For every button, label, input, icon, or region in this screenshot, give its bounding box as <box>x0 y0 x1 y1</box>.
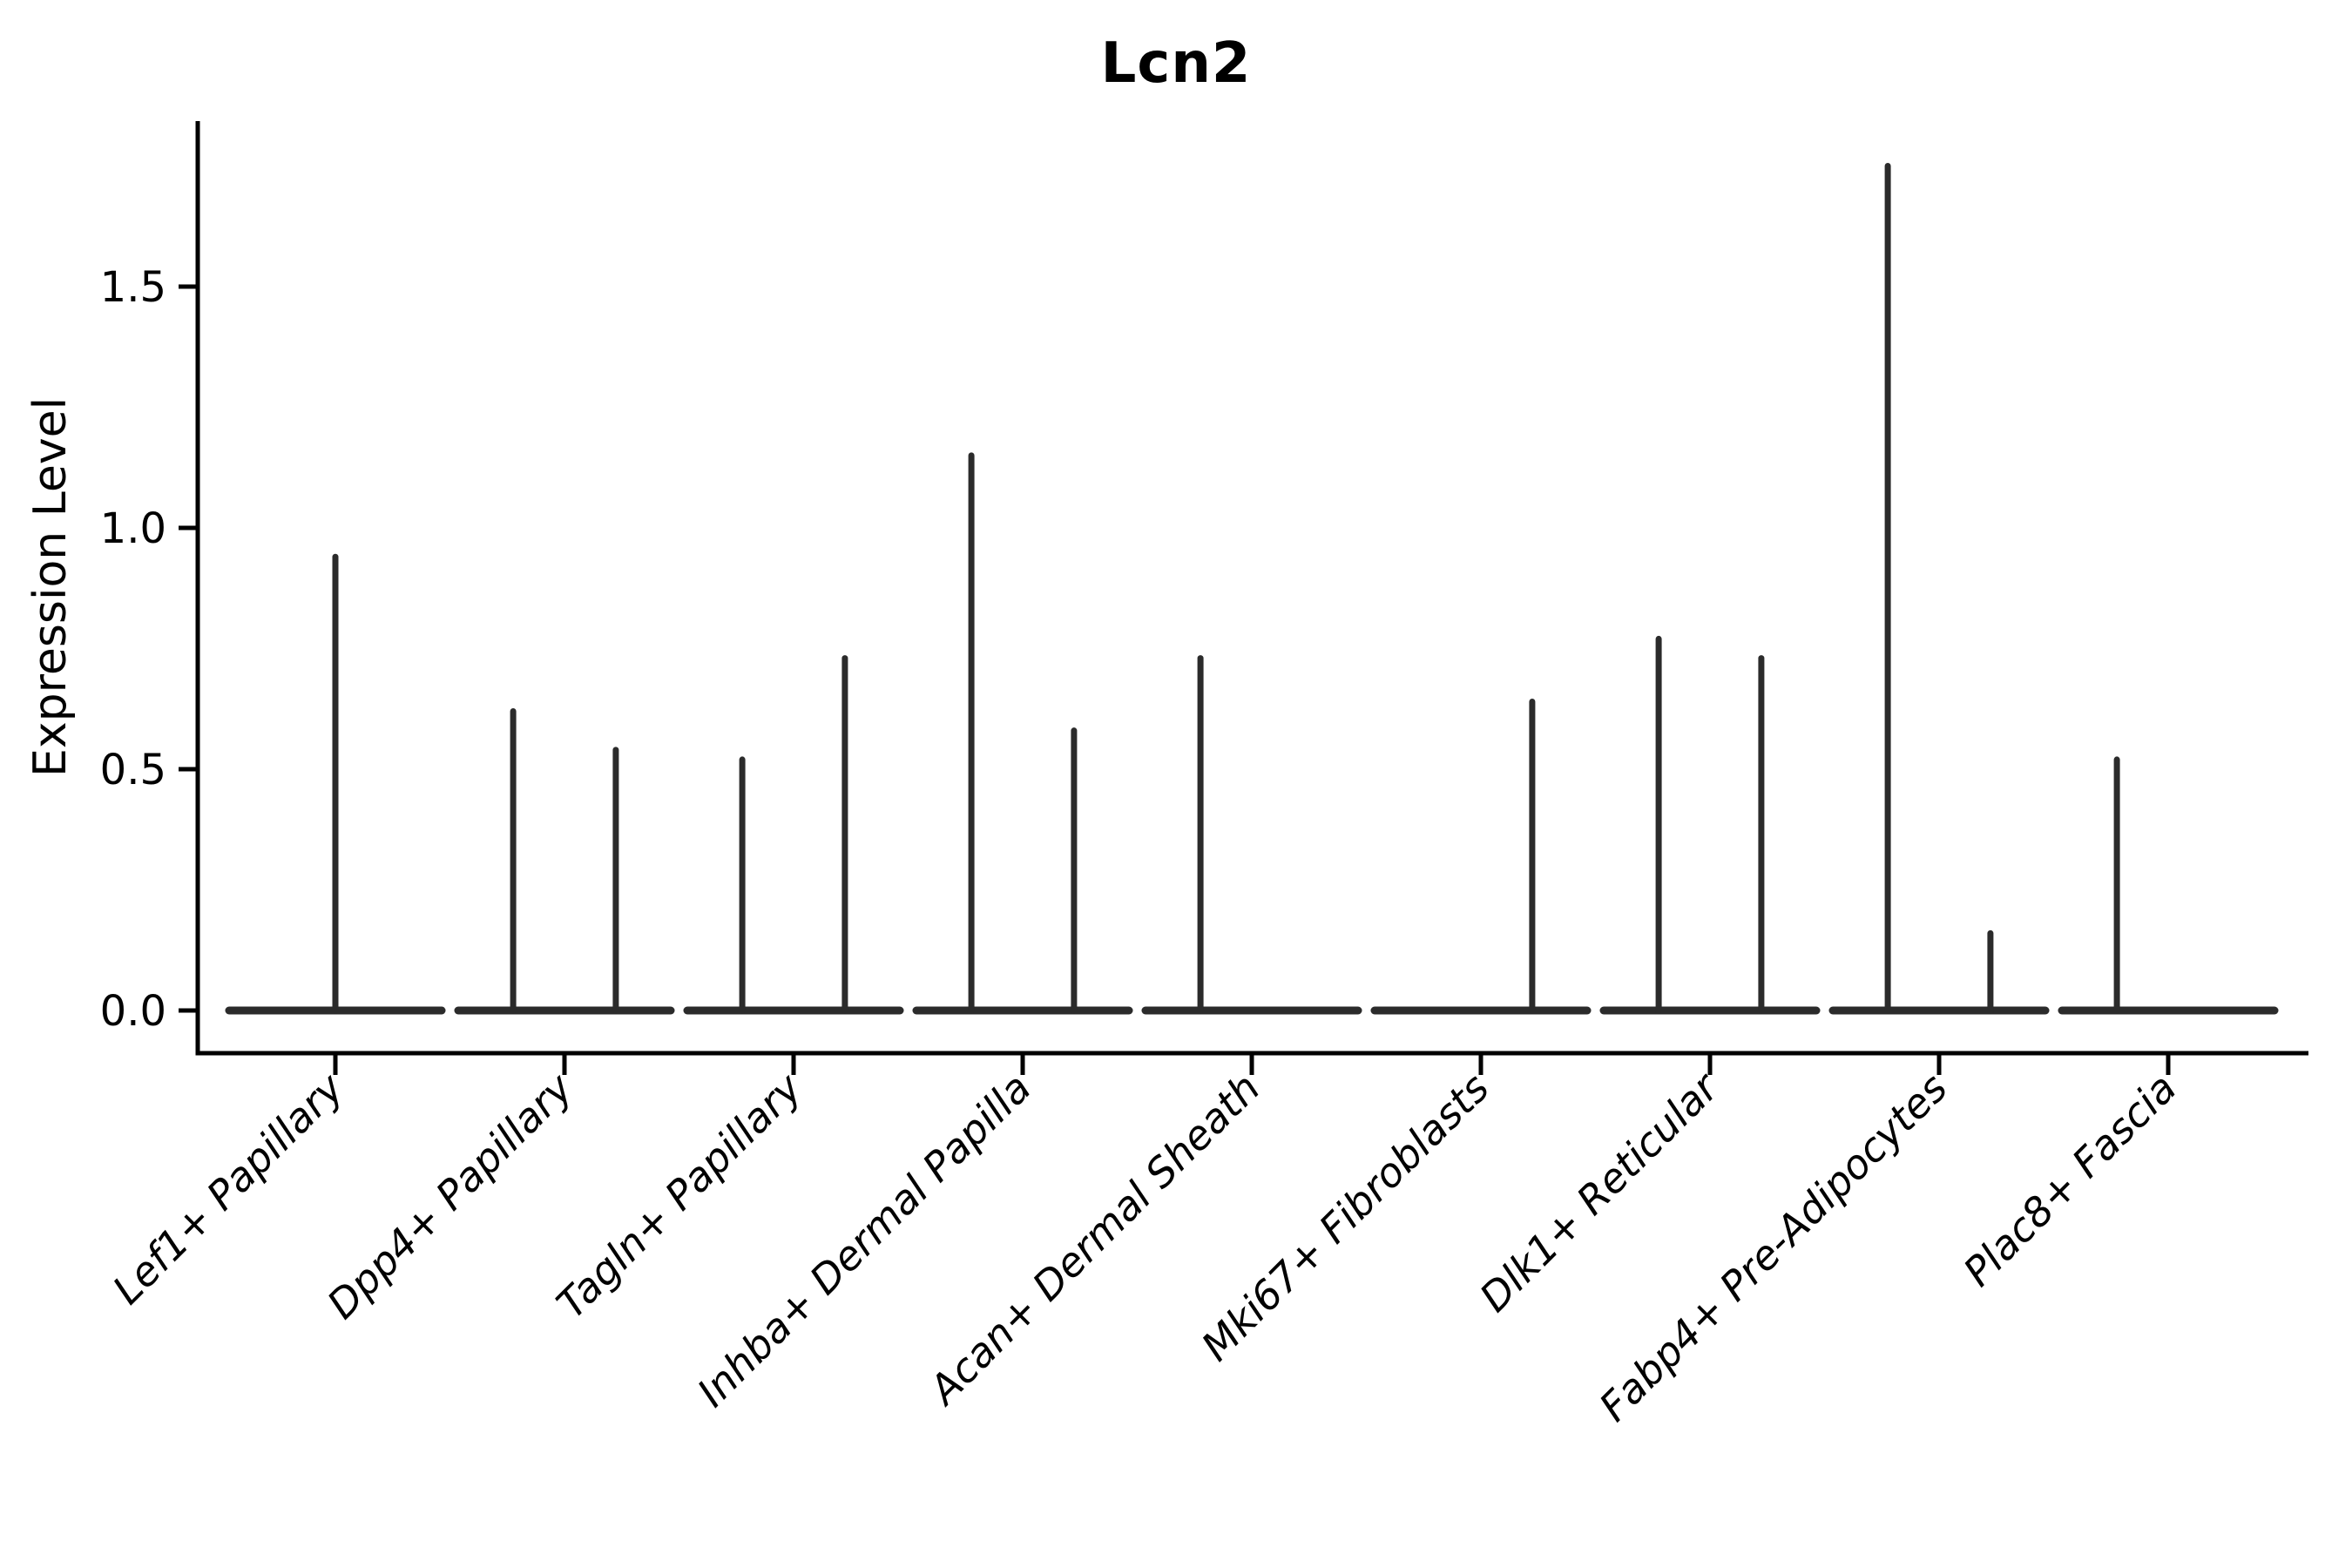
y-tick-label: 1.5 <box>100 263 166 312</box>
y-axis-label: Expression Level <box>24 396 77 778</box>
chart-title: Lcn2 <box>1100 31 1252 96</box>
axes-layer <box>179 121 2308 1075</box>
x-tick-label: Tagln+ Papillary <box>547 1064 811 1328</box>
x-tick-label: Lef1+ Papillary <box>104 1064 353 1313</box>
x-tick-label: Plac8+ Fascia <box>1954 1064 2185 1295</box>
x-tick-label: Dlk1+ Reticular <box>1470 1062 1729 1321</box>
y-tick-label: 0.5 <box>100 746 166 794</box>
y-tick-label: 1.0 <box>100 504 166 553</box>
y-tick-label: 0.0 <box>100 987 166 1036</box>
x-tick-label: Dpp4+ Papillary <box>318 1064 582 1328</box>
violins-layer <box>225 163 2279 1015</box>
